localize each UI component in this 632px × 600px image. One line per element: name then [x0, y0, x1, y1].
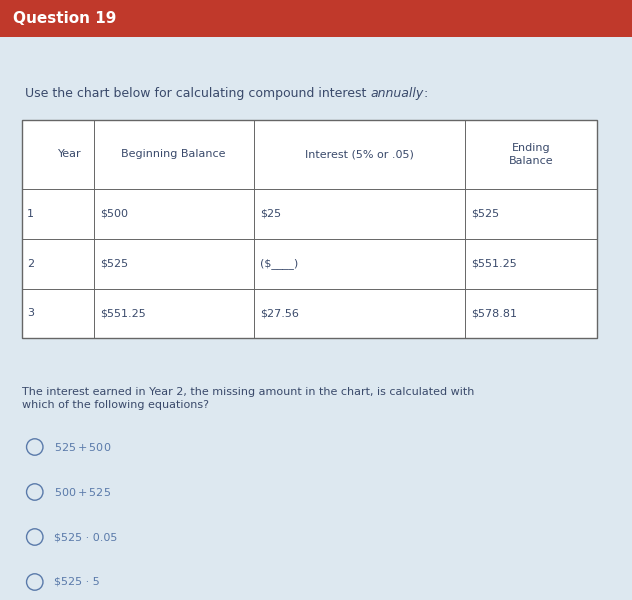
Bar	[22, 120, 597, 338]
Text: The interest earned in Year 2, the missing amount in the chart, is calculated wi: The interest earned in Year 2, the missi…	[22, 387, 475, 410]
Text: $25: $25	[260, 209, 281, 219]
Text: $551.25: $551.25	[471, 259, 516, 269]
Text: $551.25: $551.25	[100, 308, 145, 319]
Text: Year: Year	[58, 149, 82, 160]
Text: $525 + $500: $525 + $500	[54, 441, 111, 453]
Text: $525: $525	[471, 209, 499, 219]
Text: $500: $500	[100, 209, 128, 219]
Text: Use the chart below for calculating compound interest: Use the chart below for calculating comp…	[25, 87, 370, 100]
Text: ($____): ($____)	[260, 258, 298, 269]
Bar	[0, 0, 632, 37]
Text: Ending
Balance: Ending Balance	[509, 143, 553, 166]
Text: :: :	[424, 87, 428, 100]
Text: 3: 3	[27, 308, 34, 319]
Text: $525: $525	[100, 259, 128, 269]
Text: $525 · 5: $525 · 5	[54, 577, 99, 587]
Text: annually: annually	[370, 87, 424, 100]
Text: Question 19: Question 19	[13, 11, 116, 26]
Text: 2: 2	[27, 259, 34, 269]
Text: $500 + $525: $500 + $525	[54, 486, 111, 498]
Text: $525 · 0.05: $525 · 0.05	[54, 532, 117, 542]
Text: Interest (5% or .05): Interest (5% or .05)	[305, 149, 413, 160]
Text: Beginning Balance: Beginning Balance	[121, 149, 226, 160]
Text: 1: 1	[27, 209, 34, 219]
Text: $578.81: $578.81	[471, 308, 517, 319]
Text: $27.56: $27.56	[260, 308, 299, 319]
